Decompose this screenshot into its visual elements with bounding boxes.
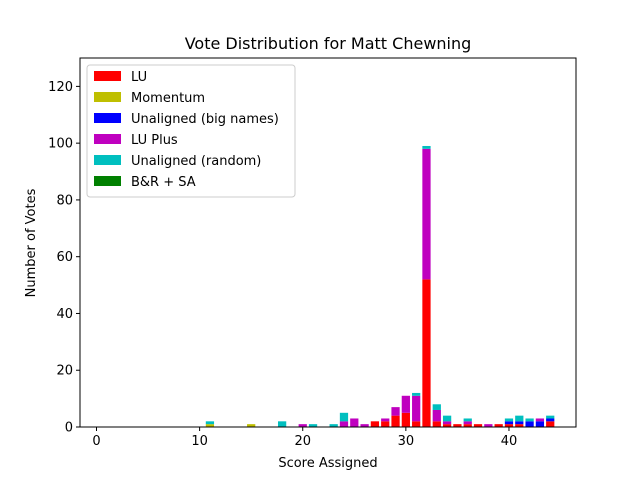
y-axis-label: Number of Votes: [24, 188, 39, 297]
legend-swatch: [94, 71, 121, 81]
x-tick-label: 40: [501, 434, 518, 449]
legend-swatch: [94, 113, 121, 123]
bar-segment: [442, 415, 452, 422]
y-tick-label: 120: [48, 80, 73, 95]
bar-segment: [412, 392, 421, 396]
bar-segment: [515, 421, 524, 425]
bars-layer: [205, 145, 555, 427]
bar-segment: [442, 424, 452, 427]
bar-segment: [463, 418, 472, 422]
y-tick-label: 0: [65, 421, 73, 436]
legend-label: Unaligned (big names): [131, 112, 279, 127]
bar-segment: [277, 421, 287, 427]
plot-frame: [79, 57, 577, 428]
x-tick-label: 0: [92, 434, 100, 449]
bar-segment: [535, 418, 545, 422]
y-axis: 0 20 40 60 80 100 120: [48, 80, 80, 436]
legend-swatch: [94, 92, 121, 102]
legend: LU Momentum Unaligned (big names) LU Plus Un…: [86, 64, 296, 198]
bar-segment: [535, 421, 545, 427]
bar-segment: [463, 424, 472, 427]
bar-segment: [484, 424, 493, 427]
y-tick-label: 80: [56, 193, 73, 208]
bar-segment: [442, 421, 452, 425]
bar-segment: [401, 395, 410, 413]
x-tick-label: 10: [191, 434, 208, 449]
bar-segment: [463, 421, 472, 425]
bar-segment: [339, 412, 349, 422]
bar-segment: [329, 424, 338, 427]
legend-swatch: [94, 155, 121, 165]
bar-segment: [515, 424, 524, 427]
bar-segment: [546, 418, 555, 422]
bar-segment: [422, 145, 431, 149]
legend-label: B&R + SA: [131, 175, 196, 190]
y-tick-label: 60: [56, 250, 73, 265]
bar-segment: [247, 424, 256, 427]
bar-segment: [381, 421, 390, 427]
x-axis-label: Score Assigned: [278, 456, 377, 471]
legend-label: Unaligned (random): [131, 154, 261, 169]
bar-segment: [205, 424, 215, 427]
bar-segment: [412, 395, 421, 422]
y-tick-label: 40: [56, 307, 73, 322]
x-tick-label: 20: [294, 434, 311, 449]
bar-segment: [432, 404, 441, 410]
bar-segment: [473, 424, 483, 427]
bar-segment: [525, 418, 534, 422]
bar-segment: [298, 424, 307, 427]
y-tick-label: 20: [56, 364, 73, 379]
bar-segment: [504, 418, 514, 422]
bar-segment: [515, 415, 524, 422]
x-tick-label: 30: [398, 434, 415, 449]
y-tick-label: 100: [48, 137, 73, 152]
bar-segment: [308, 424, 318, 427]
legend-swatch: [94, 134, 121, 144]
bar-segment: [432, 409, 441, 422]
legend-swatch: [94, 176, 121, 186]
bar-segment: [422, 279, 431, 427]
bar-segment: [453, 424, 462, 427]
bar-segment: [494, 424, 503, 427]
bar-segment: [205, 421, 215, 425]
bar-segment: [412, 421, 421, 427]
bar-segment: [525, 421, 534, 427]
bar-segment: [391, 415, 400, 427]
bar-segment: [546, 415, 555, 419]
legend-box: [86, 64, 296, 198]
chart-title: Vote Distribution for Matt Chewning: [185, 34, 472, 53]
bar-segment: [504, 421, 514, 425]
bar-segment: [546, 421, 555, 427]
bar-segment: [391, 407, 400, 416]
bar-segment: [422, 148, 431, 280]
bar-segment: [401, 412, 410, 427]
bar-segment: [504, 424, 514, 427]
legend-label: Momentum: [131, 91, 205, 106]
legend-label: LU: [131, 70, 147, 85]
bar-segment: [381, 418, 390, 422]
bar-segment: [432, 421, 441, 427]
bar-segment: [370, 421, 380, 427]
x-axis: 0 10 20 30 40: [92, 427, 517, 449]
bar-segment: [339, 421, 349, 427]
bar-segment: [350, 418, 359, 427]
legend-label: LU Plus: [131, 133, 178, 148]
bar-segment: [360, 424, 369, 427]
